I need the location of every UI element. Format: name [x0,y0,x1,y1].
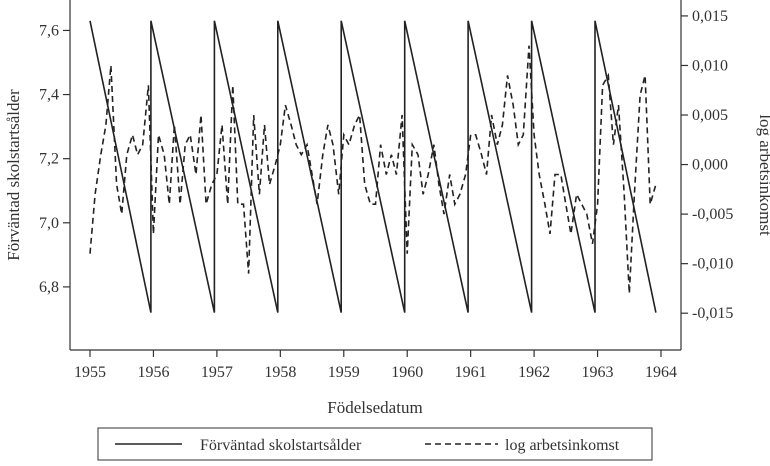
left-y-tick-label: 7,0 [39,215,59,232]
right-y-tick-label: 0,005 [692,107,728,124]
right-y-tick-label: 0,015 [692,8,728,25]
x-tick-label: 1962 [518,364,550,381]
x-tick-label: 1961 [455,364,487,381]
legend-box [97,427,653,461]
left-y-tick-label: 6,8 [39,279,59,296]
x-axis-ticks: 1955 1956 1957 1958 1959 1960 1961 1962 1963 1964 [74,350,677,381]
left-y-tick-label: 7,4 [39,87,59,104]
legend: Förväntad skolstartsålder log arbetsinko… [97,427,653,461]
x-tick-label: 1964 [645,364,677,381]
legend-label-solid: Förväntad skolstartsålder [200,437,362,454]
plot-area: 1955 1956 1957 1958 1959 1960 1961 1962 1963 1964… [39,0,733,381]
left-y-axis-title: Förväntad skolstartsålder [4,89,23,261]
right-y-tick-label: 0,000 [692,157,728,174]
x-tick-label: 1959 [328,364,360,381]
series-layer [89,20,657,313]
right-y-tick-label: -0,005 [692,206,733,223]
series-line-expected-school-start-age [89,20,657,313]
right-y-tick-label: -0,010 [692,256,733,273]
left-y-tick-label: 7,2 [39,151,59,168]
left-y-tick-label: 7,6 [39,22,59,39]
x-tick-label: 1956 [137,364,169,381]
x-tick-label: 1958 [264,364,296,381]
right-y-tick-label: 0,010 [692,57,728,74]
x-axis-title: Födelsedatum [327,398,422,417]
right-y-axis-title: log arbetsinkomst [756,114,770,236]
right-y-axis-ticks: -0,015 -0,010 -0,005 0,000 0,005 0,010 0,015 [681,8,733,322]
left-y-axis-ticks: 6,8 7,0 7,2 7,4 7,6 [39,22,70,296]
x-tick-label: 1963 [582,364,614,381]
series-line-log-labor-income [89,45,657,294]
x-tick-label: 1960 [391,364,423,381]
right-y-tick-label: -0,015 [692,305,733,322]
x-tick-label: 1955 [74,364,106,381]
x-tick-label: 1957 [201,364,233,381]
legend-label-dashed: log arbetsinkomst [505,437,620,454]
